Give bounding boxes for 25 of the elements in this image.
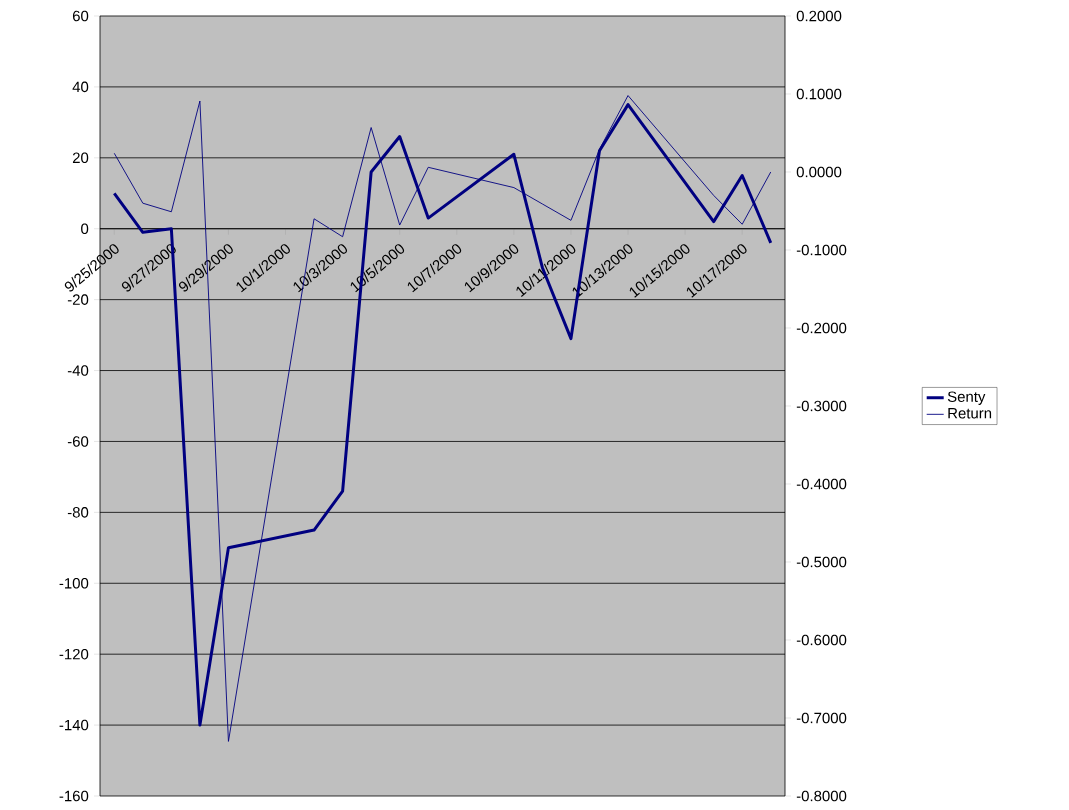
y-tick-label: -120 [59, 648, 89, 660]
y-tick-label: 40 [72, 81, 89, 93]
y2-tick-label: -0.8000 [796, 790, 847, 802]
y-tick-label: -80 [67, 507, 89, 518]
legend-label: Senty [947, 391, 986, 405]
y2-tick-label: 0.0000 [796, 166, 842, 178]
y2-tick-label: -0.6000 [796, 634, 847, 646]
y-tick-label: -140 [59, 719, 89, 731]
y-tick-label: -100 [59, 577, 89, 589]
y-tick-label: 0 [81, 223, 89, 235]
y-tick-label: -20 [67, 294, 89, 305]
y2-tick-label: -0.2000 [796, 322, 847, 334]
y2-tick-label: -0.4000 [796, 478, 847, 490]
y2-tick-label: -0.1000 [796, 244, 847, 256]
y2-tick-label: -0.3000 [796, 400, 847, 412]
y2-tick-label: 0.2000 [796, 10, 842, 22]
y2-tick-label: -0.5000 [796, 556, 847, 568]
y-tick-label: -160 [59, 790, 89, 802]
y-tick-label: 20 [72, 152, 89, 164]
y-tick-label: -40 [67, 365, 89, 376]
y-tick-label: 60 [72, 10, 89, 22]
y-tick-label: -60 [67, 436, 89, 447]
y2-tick-label: 0.1000 [796, 88, 842, 100]
legend-label: Return [948, 408, 992, 419]
y2-tick-label: -0.7000 [796, 712, 847, 724]
